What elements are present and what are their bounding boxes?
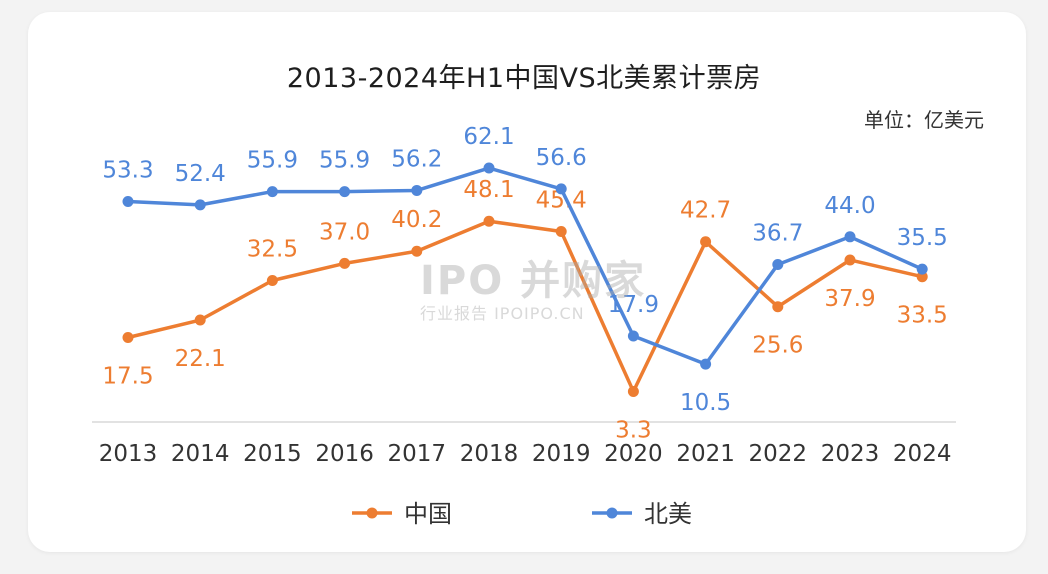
x-tick-label: 2019 xyxy=(532,441,591,467)
data-label: 35.5 xyxy=(897,225,948,251)
data-point xyxy=(916,271,928,283)
data-point xyxy=(772,301,784,313)
unit-label: 单位：亿美元 xyxy=(864,108,984,132)
legend-marker xyxy=(366,507,378,519)
data-label: 55.9 xyxy=(319,148,370,174)
x-tick-label: 2023 xyxy=(821,441,880,467)
data-point xyxy=(844,231,856,243)
data-label: 37.9 xyxy=(824,286,875,312)
data-label: 53.3 xyxy=(102,157,153,183)
data-label: 56.2 xyxy=(391,146,442,172)
data-point xyxy=(627,385,639,397)
legend-label: 北美 xyxy=(644,500,692,528)
x-tick-label: 2017 xyxy=(388,441,447,467)
data-point xyxy=(411,245,423,257)
data-point xyxy=(122,332,134,343)
x-tick-label: 2014 xyxy=(171,441,230,467)
data-label: 17.5 xyxy=(102,364,153,390)
legend-marker xyxy=(606,507,618,519)
series-line xyxy=(126,219,924,394)
data-point xyxy=(122,195,134,207)
data-label: 33.5 xyxy=(897,303,948,329)
data-point xyxy=(627,330,639,342)
x-tick-label: 2016 xyxy=(315,441,374,467)
data-label: 44.0 xyxy=(824,193,875,219)
data-point xyxy=(483,162,495,174)
data-label: 40.2 xyxy=(391,207,442,233)
x-tick-label: 2018 xyxy=(460,441,519,467)
data-label: 25.6 xyxy=(752,333,803,359)
data-label: 56.6 xyxy=(536,145,587,171)
x-tick-label: 2021 xyxy=(676,441,735,467)
data-point xyxy=(194,314,206,326)
data-point xyxy=(555,183,567,195)
data-point xyxy=(700,358,712,370)
data-point xyxy=(844,254,856,266)
data-label: 52.4 xyxy=(175,161,226,187)
data-label: 55.9 xyxy=(247,148,298,174)
data-label: 3.3 xyxy=(615,417,652,443)
chart-title: 2013-2024年H1中国VS北美累计票房 xyxy=(286,63,762,94)
data-label: 48.1 xyxy=(463,177,514,203)
data-point xyxy=(772,259,784,271)
data-label: 42.7 xyxy=(680,198,731,224)
data-label: 32.5 xyxy=(247,237,298,263)
x-tick-label: 2013 xyxy=(99,441,158,467)
data-point xyxy=(266,275,278,286)
data-point xyxy=(339,257,351,269)
data-label: 37.0 xyxy=(319,219,370,245)
x-tick-label: 2022 xyxy=(749,441,808,467)
data-point xyxy=(194,199,206,211)
x-tick-label: 2020 xyxy=(604,441,663,467)
legend-label: 中国 xyxy=(404,500,452,528)
data-label: 36.7 xyxy=(752,221,803,247)
series-line xyxy=(126,166,924,366)
data-label: 62.1 xyxy=(463,124,514,150)
x-tick-label: 2015 xyxy=(243,441,302,467)
data-point xyxy=(483,215,495,227)
chart-card xyxy=(28,12,1026,552)
data-point xyxy=(339,186,351,198)
data-point xyxy=(700,236,712,248)
data-label: 10.5 xyxy=(680,390,731,416)
data-point xyxy=(555,225,567,237)
data-point xyxy=(266,186,278,198)
data-label: 17.9 xyxy=(608,292,659,318)
x-tick-label: 2024 xyxy=(893,441,952,467)
data-point xyxy=(411,184,423,196)
data-label: 22.1 xyxy=(175,346,226,372)
data-point xyxy=(916,263,928,275)
